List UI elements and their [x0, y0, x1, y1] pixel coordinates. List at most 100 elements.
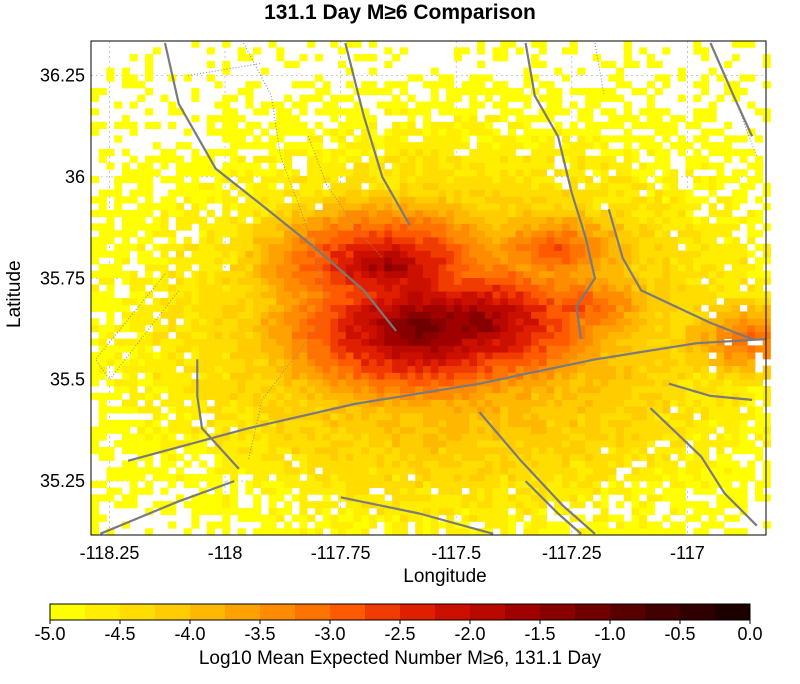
heatmap-cell	[469, 331, 478, 339]
heatmap-cell	[214, 345, 223, 353]
heatmap-cell	[654, 264, 663, 272]
heatmap-cell	[322, 494, 331, 502]
heatmap-cell	[461, 291, 470, 299]
heatmap-cell	[206, 467, 215, 475]
heatmap-cell	[724, 311, 733, 319]
heatmap-cell	[345, 446, 354, 455]
heatmap-cell	[654, 352, 663, 360]
heatmap-cell	[453, 528, 463, 536]
heatmap-cell	[137, 277, 146, 285]
heatmap-cell	[422, 236, 432, 245]
heatmap-cell	[368, 189, 378, 197]
heatmap-cell	[438, 392, 447, 400]
heatmap-cell	[245, 284, 254, 292]
heatmap-cell	[762, 474, 771, 482]
heatmap-cell	[314, 297, 324, 306]
heatmap-cell	[338, 392, 347, 400]
heatmap-cell	[585, 209, 594, 218]
heatmap-cell	[268, 399, 277, 407]
heatmap-cell	[376, 304, 385, 312]
heatmap-cell	[183, 501, 192, 509]
heatmap-cell	[484, 413, 493, 421]
heatmap-cell	[700, 406, 710, 414]
heatmap-cell	[121, 365, 131, 373]
heatmap-cell	[724, 223, 733, 231]
heatmap-cell	[206, 257, 215, 265]
heatmap-cell	[670, 284, 679, 292]
heatmap-cell	[407, 162, 416, 170]
heatmap-cell	[191, 521, 200, 529]
heatmap-cell	[361, 507, 370, 516]
heatmap-cell	[631, 297, 640, 306]
heatmap-cell	[662, 514, 671, 522]
heatmap-cell	[353, 203, 362, 211]
heatmap-cell	[384, 528, 393, 536]
heatmap-cell	[446, 148, 455, 157]
heatmap-cell	[608, 209, 617, 218]
heatmap-cell	[222, 413, 231, 421]
heatmap-cell	[353, 142, 362, 150]
heatmap-cell	[608, 60, 617, 69]
heatmap-cell	[546, 521, 555, 529]
heatmap-cell	[585, 270, 594, 279]
heatmap-cell	[160, 487, 169, 495]
heatmap-cell	[677, 223, 686, 231]
heatmap-cell	[631, 446, 640, 455]
heatmap-cell	[376, 291, 385, 299]
heatmap-cell	[700, 446, 710, 455]
heatmap-cell	[222, 121, 231, 130]
heatmap-cell	[538, 264, 547, 272]
heatmap-cell	[237, 365, 246, 373]
heatmap-cell	[237, 291, 246, 299]
heatmap-cell	[191, 385, 200, 394]
heatmap-cell	[376, 264, 385, 272]
heatmap-cell	[438, 223, 447, 231]
heatmap-cell	[245, 345, 254, 353]
heatmap-cell	[507, 379, 517, 387]
heatmap-cell	[430, 155, 439, 163]
heatmap-cell	[206, 209, 215, 218]
heatmap-cell	[368, 270, 378, 279]
heatmap-cell	[430, 270, 439, 279]
heatmap-cell	[237, 385, 246, 394]
heatmap-cell	[260, 480, 269, 488]
heatmap-cell	[608, 460, 617, 468]
heatmap-cell	[546, 460, 555, 468]
heatmap-cell	[492, 209, 501, 218]
heatmap-cell	[608, 358, 617, 367]
heatmap-cell	[183, 460, 192, 468]
heatmap-cell	[531, 365, 540, 373]
heatmap-cell	[546, 379, 555, 387]
heatmap-cell	[538, 399, 547, 407]
heatmap-cell	[716, 494, 725, 502]
heatmap-cell	[268, 338, 277, 346]
heatmap-cell	[523, 467, 532, 475]
heatmap-cell	[546, 142, 555, 150]
heatmap-cell	[646, 250, 656, 258]
heatmap-cell	[585, 433, 594, 441]
heatmap-cell	[237, 318, 246, 326]
heatmap-cell	[569, 480, 578, 488]
heatmap-cell	[422, 406, 432, 414]
heatmap-cell	[422, 325, 432, 333]
heatmap-cell	[106, 406, 115, 414]
heatmap-cell	[307, 338, 316, 346]
heatmap-cell	[114, 203, 123, 211]
heatmap-cell	[422, 385, 432, 394]
heatmap-cell	[492, 189, 501, 197]
heatmap-cell	[222, 318, 231, 326]
heatmap-cell	[616, 291, 625, 299]
heatmap-cell	[608, 487, 617, 495]
heatmap-cell	[561, 487, 571, 495]
heatmap-cell	[353, 135, 362, 143]
heatmap-cell	[299, 209, 308, 218]
heatmap-cell	[492, 372, 501, 380]
heatmap-cell	[577, 304, 586, 312]
heatmap-cell	[307, 209, 316, 218]
heatmap-cell	[623, 128, 632, 136]
heatmap-cell	[592, 521, 601, 529]
heatmap-cell	[492, 426, 501, 434]
heatmap-cell	[453, 338, 463, 346]
heatmap-cell	[91, 318, 100, 326]
heatmap-cell	[353, 148, 362, 157]
